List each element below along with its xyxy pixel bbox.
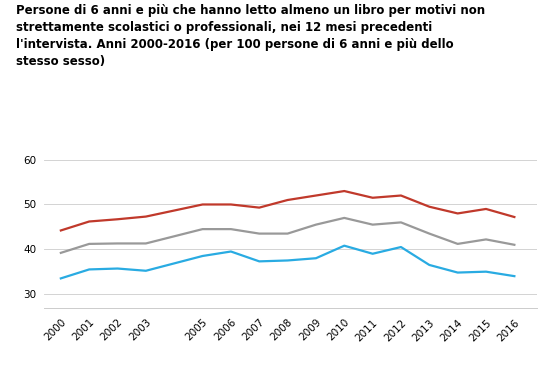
Femmine xyxy=(454,211,461,216)
Totale xyxy=(426,231,432,236)
Maschi xyxy=(511,274,518,278)
Femmine xyxy=(199,202,206,207)
Femmine xyxy=(114,217,121,222)
Femmine xyxy=(227,202,234,207)
Totale xyxy=(284,231,291,236)
Femmine xyxy=(398,193,404,198)
Maschi xyxy=(142,268,149,273)
Femmine xyxy=(483,207,489,211)
Maschi xyxy=(483,269,489,274)
Femmine xyxy=(58,228,64,233)
Totale xyxy=(199,227,206,231)
Text: Persone di 6 anni e più che hanno letto almeno un libro per motivi non
strettame: Persone di 6 anni e più che hanno letto … xyxy=(16,4,486,68)
Maschi xyxy=(398,245,404,249)
Totale xyxy=(86,242,93,246)
Femmine xyxy=(86,219,93,224)
Femmine xyxy=(284,198,291,202)
Line: Femmine: Femmine xyxy=(61,191,515,231)
Femmine xyxy=(313,193,319,198)
Line: Totale: Totale xyxy=(61,218,515,253)
Totale xyxy=(313,222,319,227)
Totale xyxy=(142,241,149,246)
Totale xyxy=(58,251,64,255)
Totale xyxy=(454,242,461,246)
Totale xyxy=(227,227,234,231)
Totale xyxy=(511,243,518,247)
Maschi xyxy=(369,252,376,256)
Maschi xyxy=(256,259,262,264)
Femmine xyxy=(256,206,262,210)
Maschi xyxy=(114,266,121,271)
Totale xyxy=(341,216,347,220)
Femmine xyxy=(511,215,518,219)
Totale xyxy=(256,231,262,236)
Maschi xyxy=(86,267,93,272)
Totale xyxy=(483,237,489,242)
Maschi xyxy=(227,249,234,254)
Totale xyxy=(398,220,404,225)
Femmine xyxy=(142,214,149,219)
Totale xyxy=(369,222,376,227)
Maschi xyxy=(341,243,347,248)
Maschi xyxy=(284,258,291,263)
Femmine xyxy=(341,189,347,193)
Maschi xyxy=(58,276,64,280)
Femmine xyxy=(426,204,432,209)
Line: Maschi: Maschi xyxy=(61,246,515,278)
Maschi xyxy=(454,270,461,275)
Maschi xyxy=(199,254,206,258)
Totale xyxy=(114,241,121,246)
Maschi xyxy=(313,256,319,261)
Femmine xyxy=(369,195,376,200)
Maschi xyxy=(426,263,432,267)
